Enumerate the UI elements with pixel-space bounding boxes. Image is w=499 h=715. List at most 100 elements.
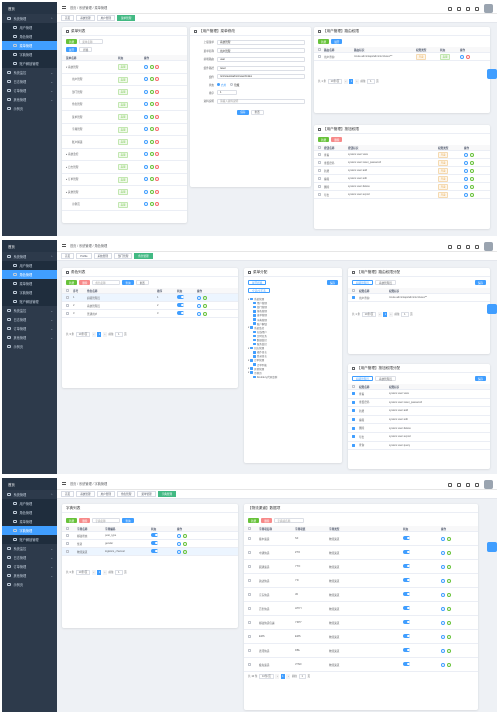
add-button[interactable]: 新增 [318, 137, 330, 142]
tree-checkbox[interactable] [250, 367, 253, 370]
status-toggle[interactable] [151, 549, 158, 553]
add-icon[interactable] [149, 64, 154, 69]
delete-icon[interactable] [155, 64, 160, 69]
table-row[interactable]: 新增 system:user:add 只读 [314, 167, 490, 175]
tree-node[interactable]: 账户解锁 [248, 322, 338, 326]
delete-icon[interactable] [155, 139, 160, 144]
prev-page[interactable]: ‹ [377, 312, 382, 317]
tree-checkbox[interactable] [253, 355, 256, 358]
search-button[interactable]: 查询 [122, 518, 134, 523]
status-toggle[interactable] [177, 295, 184, 299]
row-checkbox[interactable] [352, 392, 355, 396]
row-checkbox[interactable] [248, 607, 251, 610]
search-icon[interactable] [448, 244, 452, 249]
page-1[interactable]: 1 [383, 312, 388, 317]
page-size-select[interactable]: 10条/页 [327, 79, 343, 84]
sidebar-item-user[interactable]: 用户管理 [2, 261, 57, 270]
reset-button[interactable]: 重置 [250, 109, 264, 115]
status-toggle[interactable] [177, 311, 184, 315]
add-icon[interactable] [469, 176, 474, 181]
sidebar-item-system[interactable]: 系统管理 ⌃ [2, 490, 57, 499]
edit-icon[interactable] [177, 533, 181, 538]
edit-icon[interactable] [441, 606, 445, 611]
table-row[interactable]: 角色管理 启用 [62, 99, 187, 111]
sidebar-item-log[interactable]: 日志管理 ⌄ [2, 553, 57, 562]
page-1[interactable]: 1 [349, 79, 354, 84]
row-checkbox[interactable] [248, 635, 251, 638]
add-icon[interactable] [202, 303, 207, 308]
tree-node[interactable]: Double与代码案例 [248, 375, 338, 379]
add-icon[interactable] [149, 139, 154, 144]
table-row[interactable]: 用户查询/route.admin/api/admin/v1/user/** 只读启… [314, 53, 490, 61]
row-checkbox[interactable] [248, 565, 251, 568]
sidebar-item-monitor[interactable]: 系统监控 ⌄ [2, 306, 57, 315]
delete-icon[interactable] [465, 54, 470, 59]
tree-checkbox[interactable] [253, 334, 256, 338]
sidebar-item-monitor[interactable]: 系统监控 ⌄ [2, 544, 57, 553]
edit-icon[interactable] [441, 550, 445, 555]
page-size-select[interactable]: 10条/页 [259, 674, 274, 679]
row-checkbox[interactable] [248, 537, 251, 540]
tree-node[interactable]: 角色管理 [248, 309, 338, 313]
reset-button[interactable]: 重置 [135, 280, 149, 285]
fullscreen-icon[interactable] [457, 482, 461, 487]
fullscreen-icon[interactable] [457, 6, 461, 11]
edit-icon[interactable] [197, 311, 201, 316]
add-icon[interactable] [149, 202, 154, 207]
tree-node[interactable]: 在线用户 [248, 330, 338, 334]
tree-checkbox[interactable] [253, 338, 256, 342]
sidebar-item-unlock[interactable]: 账户解锁管理 [2, 297, 57, 306]
search-icon[interactable] [448, 482, 452, 487]
row-checkbox[interactable] [318, 55, 321, 58]
next-page[interactable]: › [354, 79, 359, 84]
add-icon[interactable] [149, 77, 154, 82]
table-row[interactable]: 2 系统管理员 2 [62, 302, 238, 310]
font-size-icon[interactable] [466, 482, 470, 487]
sidebar-item-system[interactable]: 系统管理 ⌃ [2, 252, 57, 261]
add-icon[interactable] [446, 564, 451, 569]
table-row[interactable]: 部门管理 启用 [62, 86, 187, 99]
tag-home[interactable]: 首页 [61, 15, 75, 21]
add-button[interactable]: 新增 [66, 39, 78, 44]
row-checkbox[interactable] [352, 443, 355, 447]
settings-icon[interactable] [475, 6, 479, 11]
form-field[interactable]: /src/views/admin/user/Index [217, 74, 305, 80]
table-row[interactable]: 新增 system:user:add [348, 407, 490, 416]
table-row[interactable]: 3 普通用户 3 [62, 310, 238, 318]
sidebar-item-other[interactable]: 其他管理 ⌄ [2, 95, 57, 104]
row-checkbox[interactable] [352, 409, 355, 413]
delete-icon[interactable] [155, 202, 160, 207]
status-toggle[interactable] [403, 648, 410, 652]
row-checkbox[interactable] [66, 542, 69, 545]
table-row[interactable]: 查看 system:user:view [348, 390, 490, 399]
select-all-toggle[interactable]: 全选/全不选 [248, 288, 270, 293]
sidebar-item-dict[interactable]: 字典管理 [2, 288, 57, 297]
next-page[interactable]: › [102, 332, 107, 337]
tree-node[interactable]: 定时任务 [248, 334, 338, 338]
sidebar-item-menu[interactable]: 菜单管理 [2, 41, 57, 50]
next-page[interactable]: › [286, 674, 291, 679]
edit-icon[interactable] [464, 192, 468, 197]
tree-checkbox[interactable] [253, 351, 256, 354]
add-icon[interactable] [469, 160, 474, 165]
sidebar-item-user[interactable]: 用户管理 [2, 23, 57, 32]
goto-input[interactable]: 1 [401, 312, 409, 317]
row-checkbox[interactable] [66, 304, 69, 307]
sidebar-item-role[interactable]: 角色管理 [2, 270, 57, 279]
tree-checkbox[interactable] [250, 346, 253, 350]
edit-icon[interactable] [144, 139, 148, 144]
sidebar-item-unlock[interactable]: 账户解锁管理 [2, 535, 57, 544]
radio-hidden[interactable] [230, 83, 234, 87]
avatar[interactable] [484, 480, 493, 489]
edit-icon[interactable] [460, 54, 464, 59]
add-icon[interactable] [149, 177, 154, 182]
save-button[interactable]: 保存 [474, 376, 486, 381]
add-icon[interactable] [149, 164, 154, 169]
tree-checkbox[interactable] [250, 371, 253, 374]
collapse-button[interactable]: 折叠 [79, 47, 93, 52]
tree-node[interactable]: ▾ 示例页 [248, 371, 338, 375]
tree-node[interactable]: ▾ 系统监控 [248, 326, 338, 330]
edit-icon[interactable] [464, 176, 468, 181]
save-button[interactable]: 保存 [237, 109, 249, 115]
edit-icon[interactable] [464, 160, 468, 165]
